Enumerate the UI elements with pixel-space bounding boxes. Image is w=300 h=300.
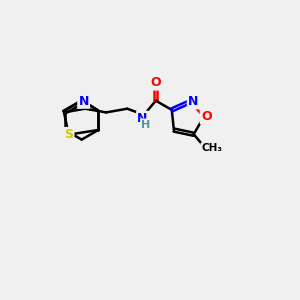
Text: H: H: [141, 120, 151, 130]
Text: N: N: [79, 94, 89, 108]
Text: N: N: [188, 95, 198, 108]
Text: O: O: [151, 76, 161, 89]
Text: O: O: [201, 110, 211, 123]
Text: S: S: [64, 128, 73, 141]
Text: CH₃: CH₃: [202, 143, 223, 153]
Text: N: N: [137, 112, 148, 125]
